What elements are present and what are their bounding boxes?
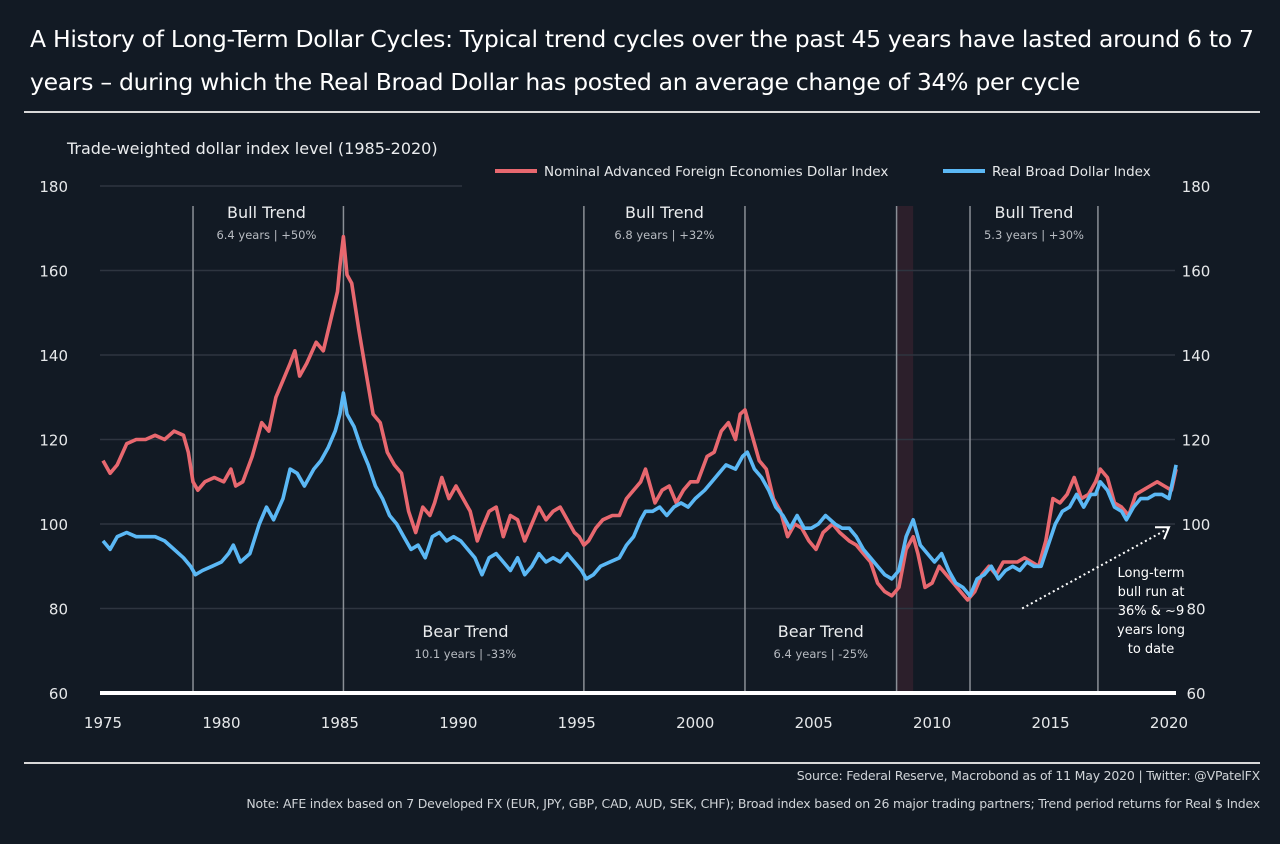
y-tick-label-left: 100 (39, 516, 68, 534)
y-tick-label-right: 120 (1182, 432, 1211, 450)
x-tick-label: 2005 (795, 714, 833, 732)
source-note: Source: Federal Reserve, Macrobond as of… (796, 768, 1260, 783)
x-tick-label: 2010 (913, 714, 951, 732)
arrow-head-icon (1155, 526, 1171, 540)
trend-stats: 5.3 years | +30% (984, 228, 1084, 242)
y-tick-label-left: 180 (39, 178, 68, 196)
trend-label: Bear Trend (422, 622, 508, 641)
y-tick-label-left: 120 (39, 432, 68, 450)
callout-text: 36% & ~9 (1118, 604, 1184, 619)
recession-band (896, 206, 914, 693)
nominal-afe-line (101, 234, 1178, 602)
y-tick-label-right: 60 (1186, 685, 1205, 703)
trend-label: Bull Trend (625, 203, 704, 222)
trend-label: Bull Trend (227, 203, 306, 222)
x-tick-label: 1995 (558, 714, 596, 732)
x-tick-label: 1985 (321, 714, 359, 732)
y-tick-label-left: 160 (39, 263, 68, 281)
x-tick-label: 2015 (1031, 714, 1069, 732)
y-tick-label-right: 180 (1182, 178, 1211, 196)
title-divider (24, 111, 1260, 113)
trend-stats: 6.4 years | -25% (774, 647, 869, 661)
callout-text: to date (1128, 642, 1175, 657)
trend-stats: 6.8 years | +32% (614, 228, 714, 242)
x-tick-label: 1975 (84, 714, 122, 732)
legend-label-nominal: Nominal Advanced Foreign Economies Dolla… (544, 164, 888, 180)
y-tick-label-right: 100 (1182, 516, 1211, 534)
axis-title: Trade-weighted dollar index level (1985-… (66, 139, 438, 158)
real-broad-line (101, 391, 1178, 598)
trend-stats: 10.1 years | -33% (415, 647, 517, 661)
y-tick-label-right: 140 (1182, 347, 1211, 365)
x-tick-label: 1990 (439, 714, 477, 732)
callout-text: Long-term (1117, 566, 1184, 581)
chart-title: A History of Long-Term Dollar Cycles: Ty… (30, 25, 1254, 96)
y-tick-label-left: 140 (39, 347, 68, 365)
legend-label-real: Real Broad Dollar Index (992, 164, 1151, 180)
trend-label: Bull Trend (995, 203, 1074, 222)
y-tick-label-right: 160 (1182, 263, 1211, 281)
y-tick-label-right: 80 (1186, 601, 1205, 619)
callout-text: bull run at (1118, 585, 1185, 600)
y-tick-label-left: 60 (49, 685, 68, 703)
y-tick-label-left: 80 (49, 601, 68, 619)
x-tick-label: 2020 (1150, 714, 1188, 732)
footer-divider (24, 762, 1260, 764)
x-tick-label: 2000 (676, 714, 714, 732)
trend-stats: 6.4 years | +50% (216, 228, 316, 242)
footnote: Note: AFE index based on 7 Developed FX … (246, 796, 1260, 811)
callout-text: years long (1117, 623, 1185, 638)
trend-label: Bear Trend (778, 622, 864, 641)
x-tick-label: 1980 (202, 714, 240, 732)
